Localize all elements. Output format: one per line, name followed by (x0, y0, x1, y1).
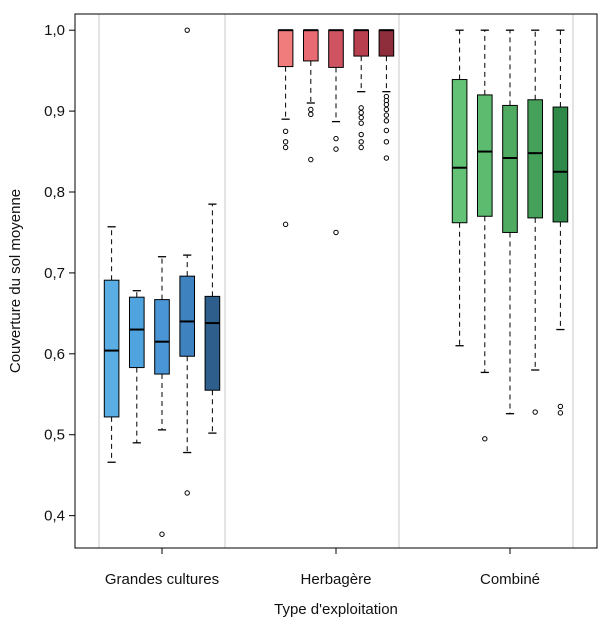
x-tick-label: Herbagère (301, 571, 372, 588)
outlier-point (282, 144, 289, 151)
outlier-point (308, 156, 314, 163)
x-axis-title: Type d'exploitation (274, 601, 398, 618)
box-1-2 (328, 29, 344, 236)
y-tick-label: 0,4 (44, 508, 65, 525)
outlier-point (333, 135, 339, 142)
box-2-3 (527, 29, 544, 415)
outlier-point (308, 111, 314, 118)
outlier-point (282, 139, 289, 145)
outlier-point (358, 105, 364, 111)
box-body (353, 29, 370, 57)
outlier-point (557, 410, 564, 416)
y-tick-label: 0,6 (44, 346, 65, 363)
outlier-point (383, 155, 390, 161)
box-body (204, 295, 221, 391)
outlier-point (383, 139, 390, 145)
outlier-point (383, 118, 390, 124)
outlier-point (383, 101, 390, 108)
outlier-point (358, 131, 364, 138)
box-body (179, 275, 196, 357)
outlier-point (557, 403, 564, 410)
outlier-point (184, 27, 190, 33)
x-axis: Grandes cultures Herbagère Combiné (105, 548, 540, 588)
y-axis-title: Couverture du sol moyenne (7, 189, 24, 373)
x-tick-label: Combiné (480, 571, 540, 588)
outlier-point (358, 114, 364, 121)
outlier-point (358, 120, 364, 126)
box-body (527, 99, 544, 219)
box-0-1 (128, 290, 145, 444)
box-0-3 (179, 27, 196, 496)
outlier-point (282, 128, 289, 135)
outlier-point (184, 490, 190, 496)
box-body (552, 106, 569, 223)
box-body (128, 296, 145, 369)
group-dividers (98, 14, 574, 548)
outlier-point (383, 112, 390, 118)
box-body (378, 29, 395, 57)
y-tick-label: 0,5 (44, 427, 65, 444)
outlier-point (282, 221, 289, 228)
box-body (476, 94, 493, 217)
y-tick-label: 0,7 (44, 265, 65, 282)
box-1-0 (277, 29, 294, 228)
box-body (154, 299, 170, 375)
box-body (103, 279, 120, 418)
outlier-point (333, 146, 339, 152)
outlier-point (358, 144, 364, 151)
box-0-0 (103, 226, 120, 463)
box-body (451, 79, 468, 224)
box-body (302, 29, 319, 62)
outlier-point (159, 531, 165, 537)
y-tick-label: 0,9 (44, 103, 65, 120)
outlier-point (482, 436, 488, 442)
box-2-2 (502, 29, 518, 415)
outlier-point (532, 409, 538, 415)
outlier-point (333, 229, 339, 236)
outlier-point (308, 106, 314, 113)
outlier-point (358, 110, 364, 116)
box-1-1 (302, 29, 319, 163)
box-1-4 (378, 29, 395, 161)
box-2-1 (476, 29, 493, 442)
box-body (328, 29, 344, 68)
outlier-point (358, 139, 364, 145)
y-axis: 0,4 0,5 0,6 0,7 0,8 0,9 1,0 (44, 22, 75, 525)
y-tick-label: 1,0 (44, 22, 65, 39)
box-2-0 (451, 29, 468, 347)
outlier-point (383, 127, 390, 134)
box-0-2 (154, 256, 170, 537)
box-series (103, 27, 569, 537)
x-tick-label: Grandes cultures (105, 571, 219, 588)
box-1-3 (353, 29, 370, 151)
box-body (277, 29, 294, 68)
y-tick-label: 0,8 (44, 184, 65, 201)
box-2-4 (552, 29, 569, 416)
box-body (502, 104, 518, 233)
outlier-point (383, 106, 390, 113)
box-0-4 (204, 203, 221, 434)
